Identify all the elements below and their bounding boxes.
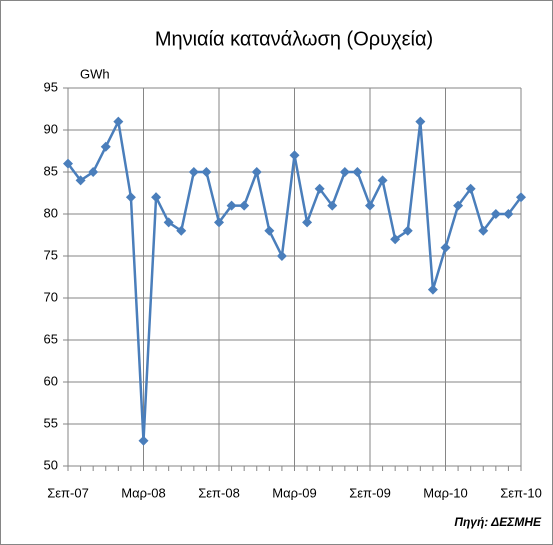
data-point bbox=[264, 225, 275, 236]
data-point bbox=[390, 234, 401, 245]
y-tick-label: 50 bbox=[44, 457, 58, 472]
data-point bbox=[465, 183, 476, 194]
y-tick-label: 65 bbox=[44, 331, 58, 346]
data-point bbox=[427, 284, 438, 295]
data-point bbox=[214, 217, 224, 228]
y-tick-label: 70 bbox=[44, 289, 58, 304]
data-point bbox=[453, 200, 464, 211]
x-tick-label: Σεπ-09 bbox=[349, 485, 391, 500]
y-tick-label: 90 bbox=[44, 121, 58, 136]
data-point bbox=[516, 192, 526, 203]
y-axis-label: GWh bbox=[80, 66, 110, 81]
data-point bbox=[352, 167, 363, 177]
x-tick-label: Σεπ-07 bbox=[47, 485, 89, 500]
data-point bbox=[339, 167, 350, 177]
data-point bbox=[239, 200, 250, 211]
y-tick-label: 60 bbox=[44, 373, 58, 388]
y-tick-label: 55 bbox=[44, 415, 58, 430]
chart-title: Μηνιαία κατανάλωση (Ορυχεία) bbox=[155, 28, 433, 50]
x-tick-label: Σεπ-08 bbox=[198, 485, 240, 500]
data-point bbox=[63, 158, 73, 169]
data-point bbox=[327, 200, 338, 211]
data-point bbox=[402, 225, 413, 236]
source-note: Πηγή: ΔΕΣΜΗΕ bbox=[454, 515, 542, 529]
data-point bbox=[88, 167, 99, 177]
y-tick-label: 95 bbox=[44, 79, 58, 94]
data-point bbox=[100, 141, 111, 152]
data-point bbox=[503, 209, 514, 219]
data-point bbox=[365, 200, 375, 211]
data-point bbox=[75, 175, 86, 186]
data-point bbox=[251, 167, 262, 177]
data-point bbox=[377, 175, 388, 186]
x-tick-label: Μαρ-10 bbox=[423, 485, 468, 500]
data-point bbox=[276, 251, 287, 261]
data-point bbox=[490, 209, 501, 219]
x-tick-label: Μαρ-09 bbox=[272, 485, 317, 500]
data-point bbox=[176, 225, 187, 236]
data-point bbox=[188, 167, 199, 177]
data-point bbox=[125, 192, 136, 203]
y-tick-label: 80 bbox=[44, 205, 58, 220]
data-point bbox=[440, 242, 451, 253]
x-tick-label: Σεπ-10 bbox=[500, 485, 542, 500]
data-point bbox=[201, 167, 212, 177]
x-tick-label: Μαρ-08 bbox=[121, 485, 166, 500]
data-point bbox=[226, 200, 237, 211]
data-point bbox=[163, 217, 174, 228]
data-point bbox=[302, 217, 313, 228]
data-point bbox=[113, 116, 124, 127]
y-tick-label: 85 bbox=[44, 163, 58, 178]
y-tick-label: 75 bbox=[44, 247, 58, 262]
data-point bbox=[151, 192, 162, 203]
data-point bbox=[478, 225, 489, 236]
data-point bbox=[415, 116, 426, 127]
data-point bbox=[138, 435, 149, 446]
data-point bbox=[314, 183, 325, 194]
data-point bbox=[289, 150, 300, 161]
